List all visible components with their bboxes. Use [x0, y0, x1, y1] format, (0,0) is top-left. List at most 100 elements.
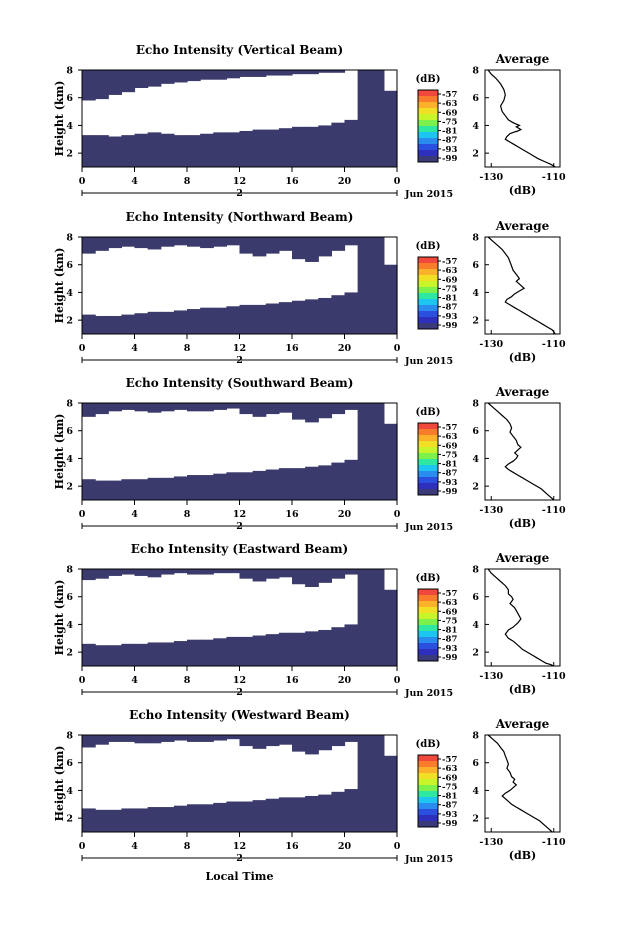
echo-cell-low: [226, 306, 241, 334]
y-tick-label: 4: [66, 288, 73, 299]
echo-cell-low: [383, 90, 398, 167]
date-marker: 2: [236, 687, 243, 698]
echo-cell-low: [226, 636, 241, 666]
x-tick-label: 20: [338, 343, 352, 354]
avg-y-tick-label: 4: [472, 620, 479, 631]
echo-cell-low: [95, 645, 109, 666]
echo-cell-low: [226, 801, 241, 832]
echo-cell-low: [134, 133, 149, 167]
colorbar-swatch: [418, 281, 438, 288]
echo-cell-high: [121, 237, 136, 247]
echo-cell-low: [147, 642, 162, 666]
echo-cell-low: [121, 135, 136, 167]
y-tick-label: 8: [66, 565, 73, 576]
echo-cell-high: [200, 569, 214, 575]
echo-cell-low: [344, 459, 359, 500]
echo-cell-high: [344, 403, 359, 410]
echo-cells: [82, 237, 398, 334]
echo-cell-high: [344, 569, 359, 575]
date-marker: 2: [236, 853, 243, 864]
date-marker: 2: [236, 188, 243, 199]
echo-cell-low: [252, 304, 267, 334]
x-tick-label: 12: [233, 841, 246, 852]
colorbar-label: -63: [442, 598, 457, 608]
echo-cell-low: [108, 480, 122, 500]
echo-cell-high: [239, 403, 254, 415]
colorbar-unit: (dB): [416, 74, 441, 85]
echo-cell-low: [370, 237, 385, 334]
avg-x-tick-label: -130: [479, 172, 503, 183]
echo-cell-high: [292, 735, 306, 752]
colorbar-swatch: [418, 275, 438, 282]
average-frame: [484, 734, 561, 833]
heatmap-title: Echo Intensity (Northward Beam): [126, 210, 354, 224]
colorbar-label: -99: [442, 487, 457, 497]
echo-cell-high: [108, 735, 122, 742]
echo-cell-low: [265, 303, 280, 334]
echo-cell-low: [265, 634, 280, 666]
colorbar-swatch: [418, 114, 438, 121]
y-axis-label: Height (km): [53, 248, 66, 324]
echo-cell-low: [187, 804, 201, 832]
x-tick-label: 0: [79, 343, 86, 354]
colorbar-label: -93: [442, 312, 457, 322]
echo-cell-high: [95, 403, 109, 415]
echo-cell-low: [160, 133, 175, 167]
average-frame: [484, 568, 561, 667]
echo-cell-high: [265, 70, 280, 76]
echo-cell-low: [383, 589, 398, 666]
x-tick-label: 12: [233, 343, 246, 354]
echo-cell-high: [121, 569, 136, 575]
echo-cell-low: [121, 808, 136, 832]
colorbar-swatch: [418, 755, 438, 762]
colorbar-label: -63: [442, 266, 457, 276]
y-tick-label: 8: [66, 66, 73, 77]
echo-cell-low: [370, 735, 385, 832]
echo-cell-high: [187, 237, 201, 247]
x-tick-label: 12: [233, 509, 246, 520]
y-tick-label: 8: [66, 233, 73, 244]
colorbar-label: -99: [442, 819, 457, 829]
echo-cell-low: [344, 624, 359, 666]
colorbar-frame: [417, 422, 439, 496]
echo-cell-low: [239, 472, 254, 500]
colorbar-label: -87: [442, 635, 457, 645]
avg-x-tick-label: -110: [542, 339, 566, 350]
echo-cell-low: [370, 569, 385, 666]
y-tick-label: 6: [66, 260, 73, 271]
colorbar-frame: [417, 754, 439, 828]
average-profile-line: [487, 402, 555, 501]
colorbar-label: -69: [442, 275, 457, 285]
echo-cell-high: [213, 70, 227, 80]
echo-cell-high: [200, 237, 214, 249]
average-title: Average: [495, 385, 550, 399]
echo-cell-high: [160, 735, 175, 742]
avg-y-tick-label: 2: [472, 482, 479, 493]
avg-y-tick-label: 8: [472, 731, 479, 742]
colorbar-frame: [417, 256, 439, 330]
y-tick-label: 8: [66, 731, 73, 742]
echo-cell-low: [383, 423, 398, 500]
echo-cell-high: [331, 70, 346, 73]
colorbar-label: -75: [442, 450, 457, 460]
echo-cell-low: [318, 465, 332, 500]
colorbar-swatch: [418, 293, 438, 300]
colorbar-label: -63: [442, 99, 457, 109]
colorbar-swatch: [418, 323, 438, 330]
echo-cell-low: [173, 310, 188, 334]
echo-cell-low: [187, 309, 201, 334]
echo-cell-low: [200, 307, 214, 334]
colorbar-label: -81: [442, 294, 457, 304]
echo-cell-high: [239, 237, 254, 254]
avg-y-tick-label: 8: [472, 233, 479, 244]
colorbar-swatch: [418, 447, 438, 454]
colorbar-label: -69: [442, 441, 457, 451]
echo-cell-low: [344, 292, 359, 334]
echo-cell-high: [265, 403, 280, 415]
colorbar-swatch: [418, 287, 438, 294]
x-tick-label: 8: [184, 343, 191, 354]
avg-y-tick-label: 2: [472, 316, 479, 327]
echo-cell-low: [252, 635, 267, 666]
echo-cell-high: [292, 403, 306, 420]
colorbar-swatch: [418, 477, 438, 484]
